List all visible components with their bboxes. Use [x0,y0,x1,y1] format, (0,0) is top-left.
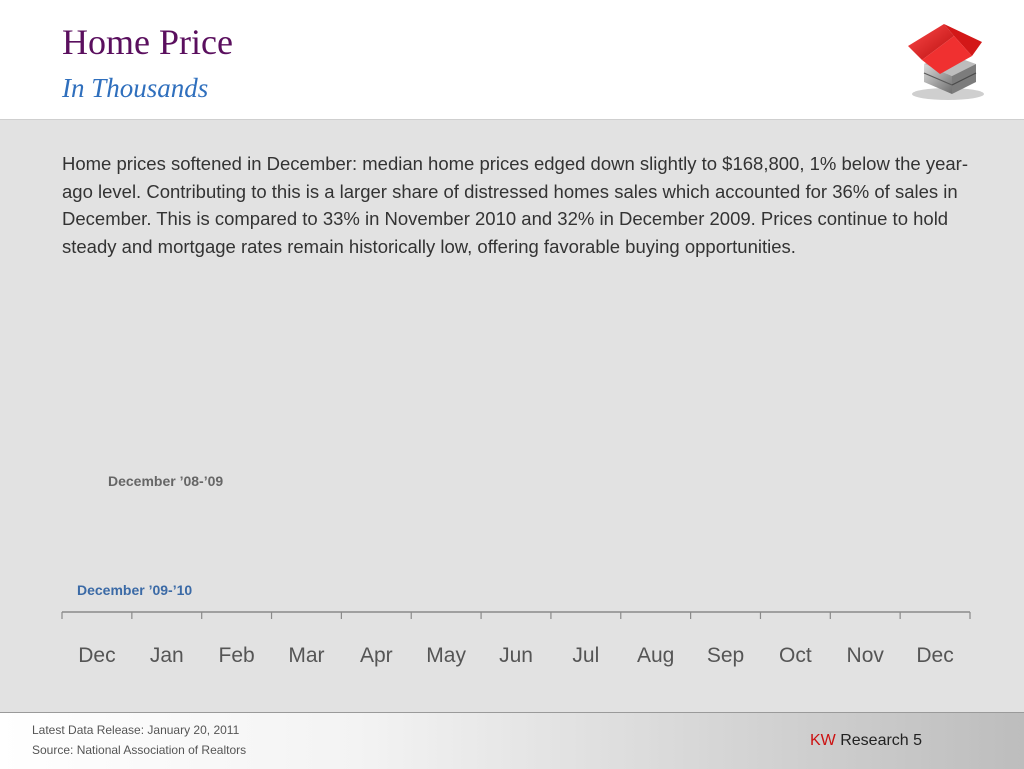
x-tick-label-sep: Sep [707,644,744,667]
footer-brand: KW Research 5 [810,732,922,750]
footer: Latest Data Release: January 20, 2011 So… [0,712,1024,769]
house-stack-icon [908,24,984,100]
slide-title: Home Price [62,22,233,62]
content-area [0,119,1024,713]
x-tick-label-apr: Apr [360,644,393,667]
x-tick-label-jun: Jun [499,644,533,667]
source-text: Source: National Association of Realtors [32,743,247,757]
slide-subtitle: In Thousands [62,73,209,103]
x-tick-label-may: May [426,644,466,667]
x-tick-label-mar: Mar [288,644,324,667]
series-annotation-dec-08-09: December ’08-’09 [108,473,223,489]
x-tick-label-dec: Dec [78,644,115,667]
x-tick-label-dec: Dec [916,644,953,667]
x-tick-label-jul: Jul [572,644,599,667]
kw-brand: KW [810,732,836,749]
x-tick-label-feb: Feb [219,644,255,667]
summary-text: Home prices softened in December: median… [62,153,968,257]
x-tick-label-oct: Oct [779,644,812,667]
series-annotation-dec-09-10: December ’09-’10 [77,582,192,598]
x-tick-label-aug: Aug [637,644,674,667]
research-page-label: Research 5 [835,732,923,749]
x-tick-label-jan: Jan [150,644,184,667]
slide-header: Home Price In Thousands [0,0,1024,119]
data-release-text: Latest Data Release: January 20, 2011 [32,723,240,737]
x-tick-label-nov: Nov [847,644,885,667]
